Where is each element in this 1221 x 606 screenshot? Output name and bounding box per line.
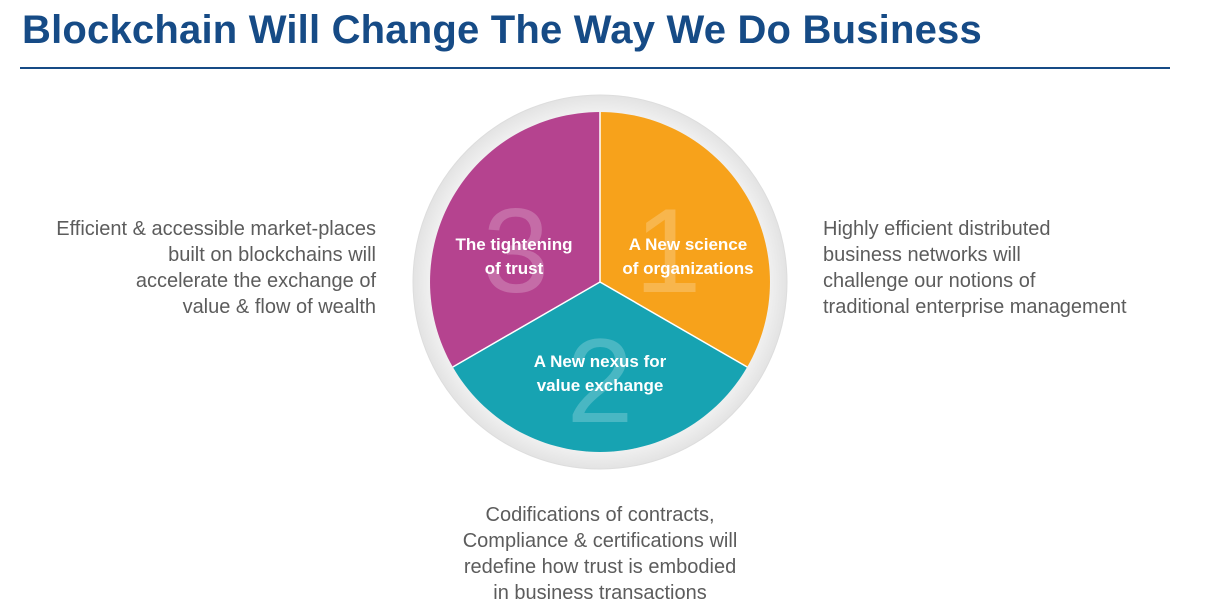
three-part-wheel-diagram: 1 2 3 A New science of organizations A N… (410, 92, 790, 472)
right-description-line: traditional enterprise management (823, 296, 1127, 318)
segment-2-wedge (452, 282, 748, 452)
wheel-graphic: 1 2 3 A New science of organizations A N… (412, 94, 788, 470)
bottom-description-line: Codifications of contracts, (485, 504, 715, 526)
outer-ring-edge (412, 94, 788, 470)
divider-line (452, 281, 601, 368)
left-description-line: built on blockchains will (168, 244, 376, 266)
title-underline (20, 67, 1170, 69)
bottom-description-line: in business transactions (493, 582, 707, 604)
bottom-description-line: redefine how trust is embodied (463, 556, 737, 578)
segment-1-wedge (600, 112, 770, 367)
left-description: Efficient & accessible market-places bui… (6, 216, 376, 320)
segment-1-number: 1 (635, 184, 702, 318)
divider-line (599, 281, 748, 368)
segment-2-label-line-1: A New nexus for (534, 352, 667, 371)
left-description-line: value & flow of wealth (182, 296, 376, 318)
segment-1-label-line-1: A New science (629, 235, 747, 254)
bottom-description: Codifications of contracts, Compliance &… (420, 502, 780, 606)
segment-1-label-line-2: of organizations (622, 259, 753, 278)
left-description-line: Efficient & accessible market-places (56, 218, 376, 240)
segment-3-number: 3 (483, 184, 550, 318)
left-description-line: accelerate the exchange of (135, 270, 376, 292)
segment-2-label-line-2: value exchange (537, 376, 664, 395)
segment-2-number: 2 (567, 314, 634, 448)
right-description-line: Highly efficient distributed (823, 218, 1051, 240)
bottom-description-line: Compliance & certifications will (462, 530, 738, 552)
segment-3-wedge (430, 112, 600, 367)
slide-title: Blockchain Will Change The Way We Do Bus… (22, 8, 982, 52)
segment-3-label-line-1: The tightening (455, 235, 572, 254)
right-description-line: challenge our notions of (823, 270, 1036, 292)
segment-3-label-line-2: of trust (485, 259, 544, 278)
right-description: Highly efficient distributed business ne… (823, 216, 1203, 320)
right-description-line: business networks will (823, 244, 1021, 266)
